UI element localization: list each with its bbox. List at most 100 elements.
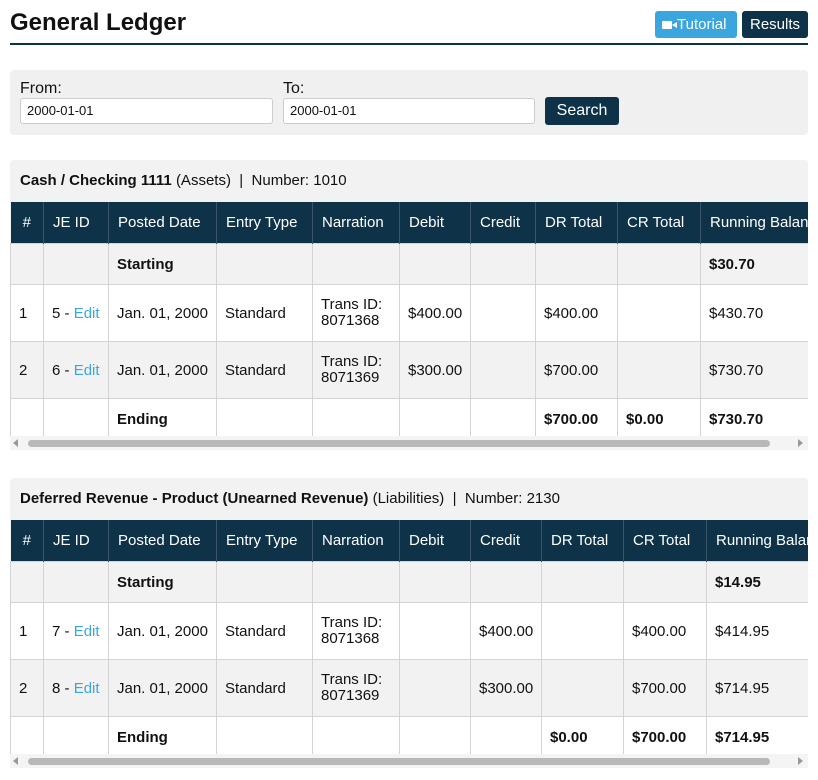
cell: $414.95: [706, 602, 808, 660]
cell: $730.70: [700, 341, 808, 399]
cell: [399, 659, 471, 717]
ledger-panel: Cash / Checking 1111 (Assets) | Number: …: [10, 160, 808, 450]
cell: [541, 602, 624, 660]
cell: $14.95: [706, 561, 808, 603]
edit-link[interactable]: Edit: [73, 304, 100, 322]
ledger-panel: Deferred Revenue - Product (Unearned Rev…: [10, 478, 808, 768]
je-id: 6 -: [52, 361, 70, 379]
cell: [617, 284, 701, 342]
account-name: Deferred Revenue - Product (Unearned Rev…: [20, 490, 369, 507]
cell: Trans ID: 8071369: [312, 659, 400, 717]
cell: Jan. 01, 2000: [108, 659, 217, 717]
cell: [43, 243, 109, 285]
column-header: Credit: [470, 520, 542, 562]
cell-text: $0.00: [550, 728, 588, 746]
cell: [470, 398, 536, 440]
cell: Trans ID: 8071368: [312, 602, 400, 660]
scroll-left[interactable]: [13, 439, 18, 447]
column-header: Entry Type: [216, 202, 313, 244]
cell-text: $400.00: [479, 622, 534, 640]
edit-link[interactable]: Edit: [73, 622, 100, 640]
account-name: Cash / Checking 1111: [20, 172, 172, 189]
ledger-row: 1 5 - Edit Jan. 01, 2000 Standard Trans ID: …: [10, 284, 808, 342]
cell: $430.70: [700, 284, 808, 342]
column-header: DR Total: [535, 202, 618, 244]
cell: $700.00: [535, 398, 618, 440]
cell: 7 - Edit: [43, 602, 109, 660]
cell: [470, 243, 536, 285]
cell-text: Standard: [225, 679, 286, 697]
ledger-table: # JE ID Posted Date Entry Type Narration Debi…: [10, 520, 808, 758]
cell-text: 1: [19, 304, 28, 322]
cell: [10, 561, 44, 603]
cell: [470, 716, 542, 758]
column-header: Credit: [470, 202, 536, 244]
cell-text: Jan. 01, 2000: [117, 361, 208, 379]
cell: Standard: [216, 602, 313, 660]
cell-text: Trans ID: 8071368: [321, 614, 383, 647]
cell: [312, 561, 400, 603]
column-header: CR Total: [617, 202, 701, 244]
scrollbar: [10, 754, 808, 768]
cell-text: $400.00: [544, 304, 599, 322]
cell: [535, 243, 618, 285]
ledger-row: 1 7 - Edit Jan. 01, 2000 Standard Trans ID: …: [10, 602, 808, 660]
je-id: 8 -: [52, 679, 70, 697]
cell-text: Trans ID: 8071369: [321, 671, 383, 704]
cell-text: $0.00: [626, 410, 664, 428]
cell: [623, 561, 707, 603]
column-header: Posted Date: [108, 202, 217, 244]
results-button[interactable]: Results: [742, 11, 808, 38]
tutorial-button[interactable]: Tutorial: [655, 11, 737, 38]
cell-text: Starting: [117, 573, 174, 591]
scroll-left[interactable]: [13, 757, 18, 765]
cell-text: Jan. 01, 2000: [117, 304, 208, 322]
from-input[interactable]: 2000-01-01: [20, 98, 273, 124]
cell: $300.00: [399, 341, 471, 399]
cell: Jan. 01, 2000: [108, 602, 217, 660]
scroll-thumb[interactable]: [28, 758, 770, 765]
edit-link[interactable]: Edit: [73, 361, 100, 379]
je-id: 7 -: [52, 622, 70, 640]
column-header: #: [10, 520, 44, 562]
filter-bar: From: 2000-01-01 To: 2000-01-01 Search: [10, 70, 808, 135]
cell: $700.00: [535, 341, 618, 399]
cell: $30.70: [700, 243, 808, 285]
cell-text: $14.95: [715, 573, 761, 591]
edit-link[interactable]: Edit: [73, 679, 100, 697]
je-id: 5 -: [52, 304, 70, 322]
search-button[interactable]: Search: [545, 97, 619, 125]
cell: [399, 716, 471, 758]
scroll-right[interactable]: [798, 439, 803, 447]
ledger-row: Starting $14.95: [10, 561, 808, 603]
cell: Ending: [108, 398, 217, 440]
cell-text: Ending: [117, 728, 168, 746]
cell-text: $300.00: [479, 679, 534, 697]
cell-text: $714.95: [715, 728, 770, 746]
cell: 1: [10, 602, 44, 660]
cell: [216, 561, 313, 603]
ledger-table: # JE ID Posted Date Entry Type Narration Debi…: [10, 202, 808, 440]
ledger-row: Ending $700.00 $0.00 $730.70: [10, 398, 808, 440]
separator: |: [452, 490, 457, 507]
cell-text: $700.00: [544, 361, 599, 379]
scroll-thumb[interactable]: [28, 440, 770, 447]
to-input[interactable]: 2000-01-01: [283, 98, 535, 124]
button-label: Tutorial: [677, 16, 727, 33]
cell-text: Standard: [225, 622, 286, 640]
account-number: Number: 2130: [464, 490, 560, 507]
cell: [617, 341, 701, 399]
cell: $300.00: [470, 659, 542, 717]
cell-text: $414.95: [715, 622, 770, 640]
cell: $0.00: [617, 398, 701, 440]
cell-text: $700.00: [632, 728, 687, 746]
cell: [43, 398, 109, 440]
header-row: # JE ID Posted Date Entry Type Narration Debi…: [10, 202, 808, 244]
cell: [10, 243, 44, 285]
cell: [10, 716, 44, 758]
account-number: Number: 1010: [251, 172, 347, 189]
cell: $400.00: [535, 284, 618, 342]
cell: Trans ID: 8071369: [312, 341, 400, 399]
scroll-right[interactable]: [798, 757, 803, 765]
column-header: Narration: [312, 520, 400, 562]
